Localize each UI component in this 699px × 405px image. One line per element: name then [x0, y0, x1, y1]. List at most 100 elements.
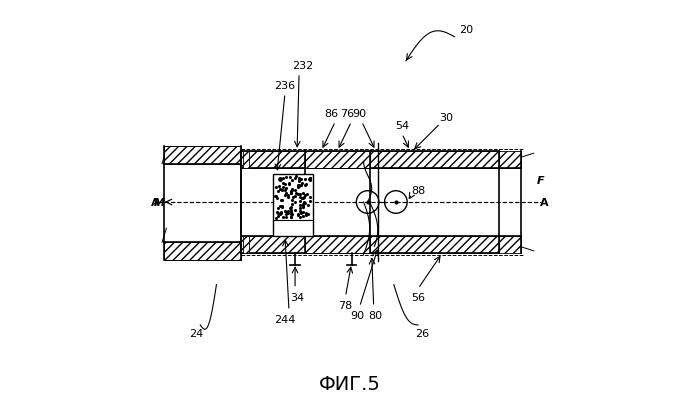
Point — [286, 190, 297, 197]
Text: 54: 54 — [395, 121, 409, 131]
Text: 26: 26 — [415, 328, 429, 338]
Point — [289, 175, 301, 181]
Point — [275, 210, 287, 217]
Text: 88: 88 — [411, 185, 425, 196]
Point — [297, 195, 308, 201]
Point — [276, 204, 287, 211]
Point — [282, 210, 294, 216]
Point — [301, 181, 312, 188]
Point — [300, 177, 311, 183]
Bar — [243, 151, 249, 168]
Point — [278, 185, 289, 191]
Point — [294, 183, 305, 190]
Point — [286, 197, 297, 203]
Point — [277, 176, 288, 182]
Bar — [243, 237, 249, 254]
Point — [287, 211, 298, 217]
Point — [293, 191, 304, 197]
Point — [286, 209, 297, 216]
Point — [305, 175, 316, 181]
Point — [280, 214, 291, 220]
Point — [302, 191, 313, 198]
Point — [279, 188, 290, 194]
Point — [298, 205, 309, 211]
Point — [285, 215, 296, 221]
Point — [297, 202, 308, 209]
Point — [278, 214, 289, 221]
Point — [292, 212, 303, 218]
Point — [283, 181, 294, 188]
Text: 232: 232 — [292, 61, 314, 71]
Point — [290, 194, 301, 200]
Point — [299, 192, 310, 198]
Point — [302, 211, 313, 217]
Text: F: F — [538, 175, 545, 185]
Point — [296, 176, 307, 183]
Point — [294, 183, 305, 189]
Point — [297, 201, 308, 208]
Point — [285, 204, 296, 211]
Point — [286, 187, 297, 193]
Point — [301, 212, 312, 218]
Point — [289, 200, 301, 206]
Point — [273, 206, 284, 212]
Point — [289, 188, 301, 194]
Point — [273, 189, 284, 195]
Bar — [240, 151, 498, 168]
Point — [292, 183, 303, 189]
Point — [286, 214, 297, 221]
Bar — [498, 151, 521, 168]
Text: 90: 90 — [350, 310, 365, 320]
Point — [283, 208, 294, 215]
Point — [298, 200, 310, 206]
Bar — [305, 151, 370, 168]
Point — [271, 209, 282, 215]
Point — [297, 196, 308, 202]
Point — [289, 207, 301, 213]
Point — [277, 198, 288, 204]
Point — [285, 207, 296, 213]
Bar — [273, 174, 313, 237]
Bar — [240, 237, 498, 254]
Point — [298, 209, 309, 216]
Point — [282, 195, 294, 201]
Point — [294, 176, 305, 182]
Point — [279, 192, 290, 198]
Point — [287, 178, 298, 184]
Point — [274, 203, 285, 210]
Point — [305, 176, 316, 182]
Point — [295, 195, 306, 201]
Point — [287, 188, 298, 194]
Point — [294, 198, 305, 204]
Point — [295, 206, 306, 212]
Text: 78: 78 — [338, 300, 352, 310]
Point — [296, 181, 308, 187]
Point — [302, 202, 313, 209]
Bar — [498, 237, 521, 254]
Point — [292, 184, 303, 191]
Point — [296, 182, 307, 189]
Point — [277, 203, 288, 209]
Point — [270, 215, 281, 221]
Text: 76: 76 — [340, 109, 354, 119]
Point — [280, 185, 291, 192]
Bar — [305, 237, 370, 254]
Point — [299, 201, 310, 207]
Point — [275, 176, 287, 182]
Point — [275, 175, 286, 181]
Point — [283, 180, 294, 187]
Point — [273, 213, 284, 220]
Point — [298, 203, 309, 210]
Point — [271, 184, 282, 190]
Point — [271, 193, 282, 200]
Text: M: M — [154, 198, 165, 207]
Point — [281, 209, 292, 216]
Text: 56: 56 — [411, 292, 425, 302]
Text: 80: 80 — [368, 310, 383, 320]
Point — [298, 213, 309, 220]
Point — [270, 194, 281, 200]
Point — [273, 184, 284, 190]
Point — [280, 190, 291, 196]
Point — [297, 191, 308, 197]
Point — [275, 178, 286, 184]
